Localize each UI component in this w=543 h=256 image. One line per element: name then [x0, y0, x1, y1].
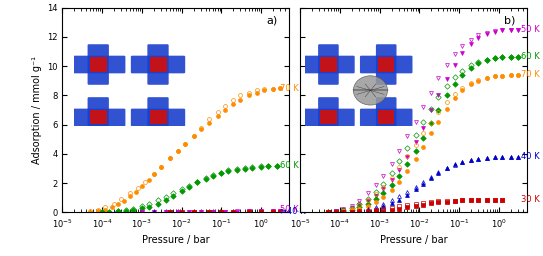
- X-axis label: Pressure / bar: Pressure / bar: [142, 235, 210, 245]
- Text: >40 K: >40 K: [280, 207, 306, 216]
- Y-axis label: Adsorption / mmol g⁻¹: Adsorption / mmol g⁻¹: [31, 56, 41, 164]
- X-axis label: Pressure / bar: Pressure / bar: [380, 235, 447, 245]
- Text: b): b): [504, 16, 515, 26]
- Text: 50 K: 50 K: [280, 205, 299, 214]
- Text: 60 K: 60 K: [521, 52, 539, 61]
- Text: 40 K: 40 K: [521, 152, 539, 161]
- Text: a): a): [267, 16, 277, 26]
- Text: 30 K: 30 K: [521, 195, 539, 204]
- Text: 50 K: 50 K: [521, 25, 539, 34]
- Text: 70 K: 70 K: [280, 84, 299, 93]
- Text: 70 K: 70 K: [521, 70, 539, 79]
- Text: 60 K: 60 K: [280, 161, 299, 170]
